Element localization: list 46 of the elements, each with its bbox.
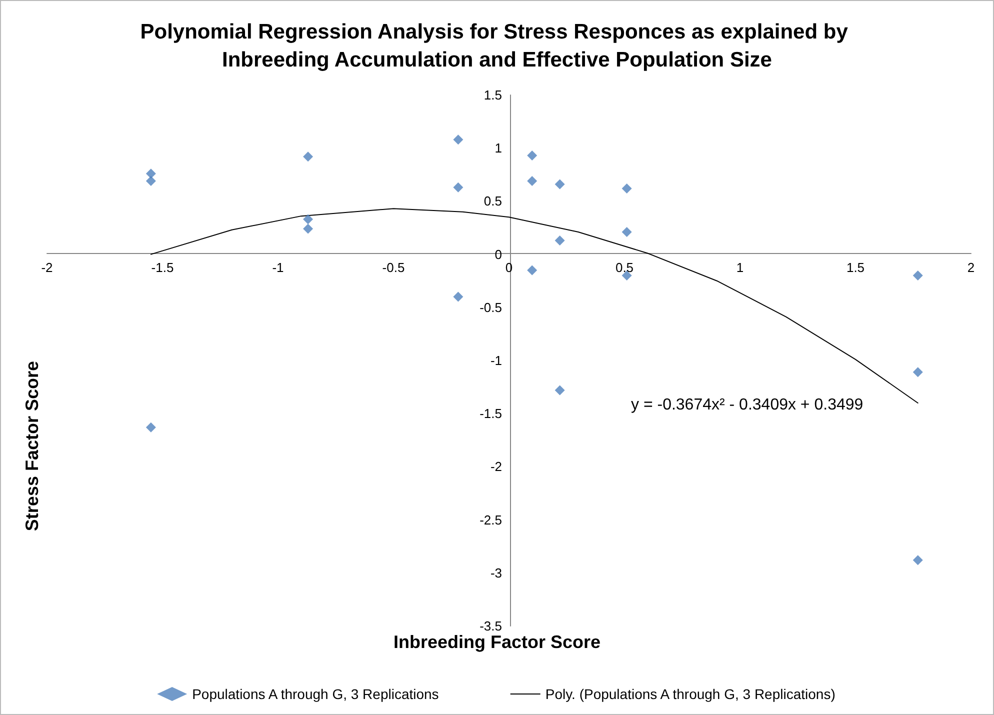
y-tick-label: -1.5 [480, 406, 502, 422]
y-tick-label: 1.5 [484, 88, 502, 102]
x-tick-label: -2 [41, 260, 53, 275]
point [912, 555, 923, 566]
point [554, 179, 565, 190]
x-tick-label: 2 [967, 260, 975, 275]
y-tick-label: -3.5 [480, 618, 502, 634]
y-tick-label: -2 [490, 459, 502, 474]
x-tick-label: -1 [272, 260, 284, 275]
point [453, 292, 464, 302]
x-tick-label: 1.5 [846, 260, 865, 275]
point [303, 224, 314, 234]
point [303, 152, 314, 162]
x-tick-label: 0 [505, 260, 513, 275]
chart-title: Polynomial Regression Analysis for Stress Responces as explained by Inbreeding Accumulation and Effective Population Size [140, 20, 854, 72]
y-tick-label: -2.5 [480, 512, 502, 528]
point [554, 235, 565, 246]
y-tick-label: -1 [490, 353, 502, 368]
legend-label: Populations A through G, 3 Replications [192, 686, 439, 702]
point [554, 385, 565, 396]
point [527, 176, 538, 186]
point [527, 150, 538, 161]
y-tick-label: -3 [490, 565, 502, 580]
point [146, 176, 156, 186]
legend-label: Poly. (Populations A through G, 3 Replications) [545, 686, 836, 702]
y-tick-label: -0.5 [480, 300, 502, 315]
point [527, 265, 538, 276]
x-axis-title: Inbreeding Factor Score [393, 632, 601, 652]
point [453, 134, 464, 145]
y-tick-label: 0.5 [484, 194, 502, 209]
annotation: y = -0.3674x² - 0.3409x + 0.3499 [631, 396, 864, 414]
x-tick-label: 1 [736, 260, 744, 275]
y-axis-title: Stress Factor Score [22, 361, 42, 532]
point [146, 168, 156, 179]
point [912, 270, 923, 281]
point [912, 367, 923, 378]
point [453, 182, 464, 192]
x-tick-label: 0.5 [615, 260, 634, 275]
point [622, 227, 632, 237]
y-tick-label: 0 [494, 246, 502, 262]
x-tick-label: -1.5 [151, 260, 174, 275]
point [303, 214, 314, 224]
y-tick-label: 1 [494, 140, 502, 156]
x-tick-label: -0.5 [382, 260, 405, 275]
point [146, 422, 156, 432]
point [622, 183, 632, 194]
